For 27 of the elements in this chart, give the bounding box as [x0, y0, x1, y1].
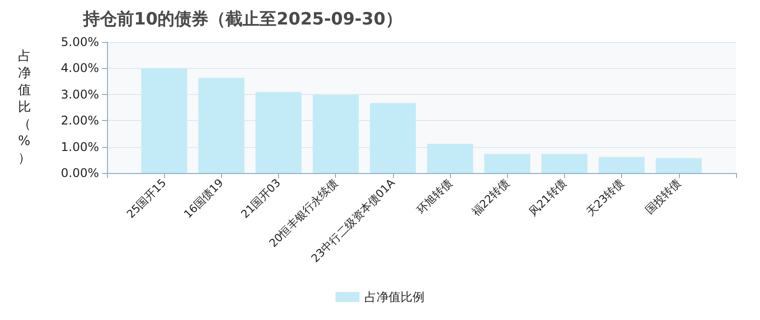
x-tick-label: 16国债19 [181, 176, 226, 221]
chart-title: 持仓前10的债券（截止至2025-09-30） [82, 10, 402, 30]
x-tick-label: 25国开15 [124, 176, 169, 221]
y-tick-label: 0.00% [60, 166, 99, 180]
bar [141, 68, 188, 173]
bar [370, 103, 416, 173]
x-tick-label: 21国开03 [238, 176, 284, 221]
bar [656, 158, 702, 173]
y-tick-label: 4.00% [60, 61, 99, 76]
y-tick-label: 2.00% [60, 114, 99, 128]
legend-label: 占净值比例 [364, 290, 424, 304]
x-tick-label: 风21转债 [526, 176, 570, 219]
bar [598, 157, 645, 173]
x-tick-label: 国投转债 [643, 176, 684, 217]
bar [312, 94, 359, 173]
bar [541, 154, 588, 173]
y-tick-label: 5.00% [60, 35, 99, 49]
bar [427, 144, 474, 173]
bar [256, 92, 302, 173]
bar [484, 154, 530, 173]
y-axis-title: 占净值比（%） [18, 49, 31, 166]
bar [198, 78, 244, 173]
y-tick-label: 1.00% [60, 140, 99, 154]
x-tick-label: 环旭转债 [414, 176, 455, 217]
x-tick-label: 福22转债 [469, 176, 512, 219]
x-tick-label: 天23转债 [584, 176, 626, 219]
y-tick-label: 3.00% [60, 87, 99, 102]
